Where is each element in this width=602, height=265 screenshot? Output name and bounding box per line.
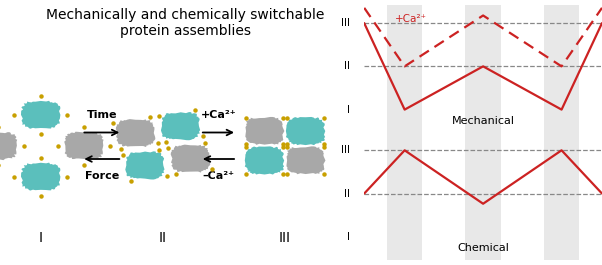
Text: +Ca²⁺: +Ca²⁺	[395, 14, 427, 24]
Text: III: III	[341, 145, 350, 155]
Polygon shape	[171, 145, 210, 173]
Text: –Ca²⁺: –Ca²⁺	[202, 171, 234, 181]
Polygon shape	[0, 132, 17, 160]
Polygon shape	[21, 101, 60, 129]
Text: Time: Time	[87, 110, 117, 120]
Bar	[387, 5, 423, 132]
Text: III: III	[341, 18, 350, 28]
Text: I: I	[347, 232, 350, 242]
Bar	[465, 5, 501, 132]
Text: I: I	[347, 105, 350, 114]
Polygon shape	[161, 112, 200, 140]
Text: II: II	[159, 232, 167, 245]
Polygon shape	[245, 146, 284, 175]
Bar	[544, 5, 579, 132]
Polygon shape	[21, 163, 60, 191]
Text: Mechanical: Mechanical	[452, 116, 515, 126]
Bar	[544, 132, 579, 260]
Polygon shape	[116, 119, 155, 147]
Polygon shape	[64, 132, 104, 160]
Text: II: II	[344, 61, 350, 71]
Text: +Ca²⁺: +Ca²⁺	[200, 110, 236, 120]
Text: Force: Force	[85, 171, 119, 181]
Text: I: I	[39, 232, 43, 245]
Polygon shape	[287, 146, 326, 174]
Bar	[465, 132, 501, 260]
Polygon shape	[286, 117, 325, 145]
Text: II: II	[344, 189, 350, 198]
Polygon shape	[246, 117, 284, 145]
Text: Mechanically and chemically switchable
protein assemblies: Mechanically and chemically switchable p…	[46, 8, 324, 38]
Bar	[387, 132, 423, 260]
Polygon shape	[125, 151, 164, 179]
Text: III: III	[279, 232, 291, 245]
Text: Chemical: Chemical	[457, 243, 509, 253]
